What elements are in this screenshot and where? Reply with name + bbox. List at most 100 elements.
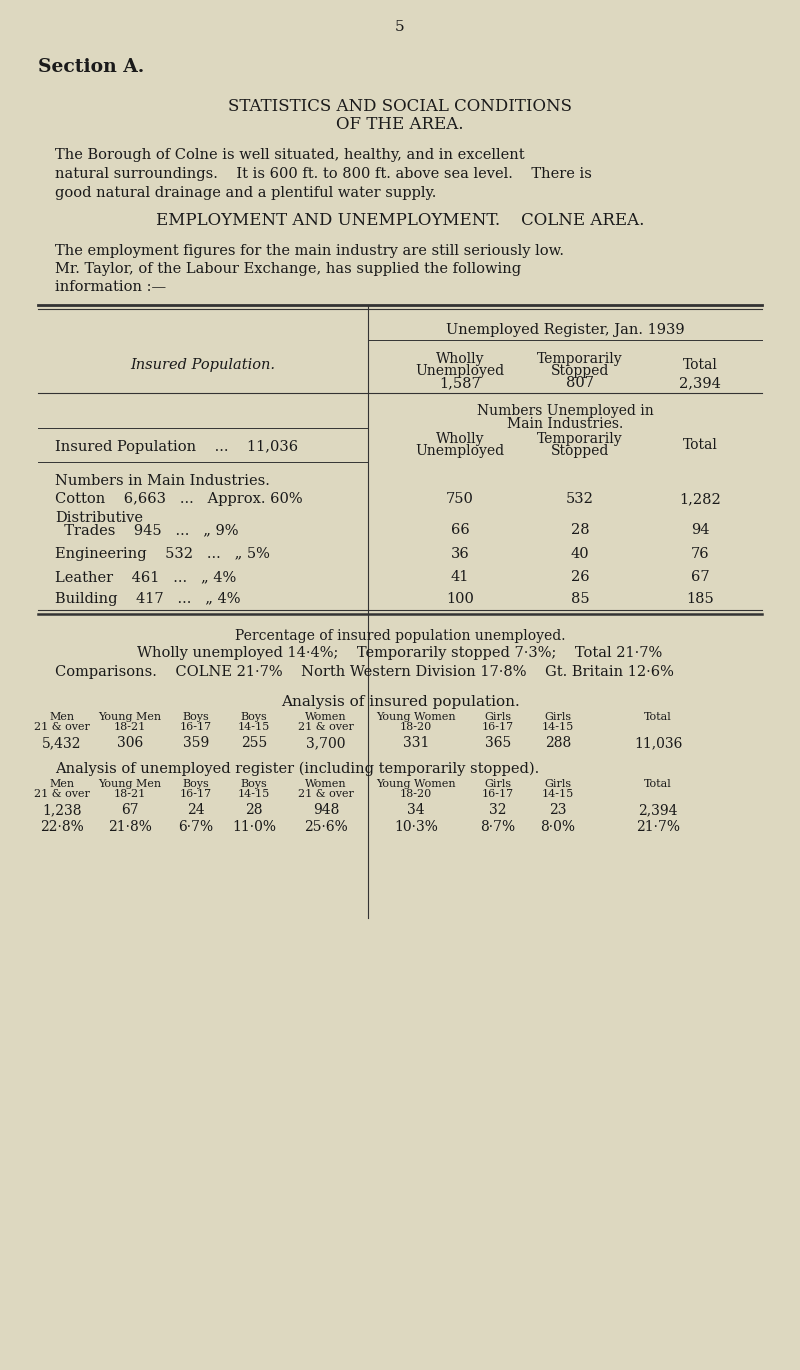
Text: Wholly unemployed 14·4%;    Temporarily stopped 7·3%;    Total 21·7%: Wholly unemployed 14·4%; Temporarily sto…: [138, 647, 662, 660]
Text: Stopped: Stopped: [551, 364, 609, 378]
Text: 14-15: 14-15: [542, 722, 574, 732]
Text: 807: 807: [566, 375, 594, 390]
Text: 22·8%: 22·8%: [40, 821, 84, 834]
Text: 16-17: 16-17: [180, 722, 212, 732]
Text: The employment figures for the main industry are still seriously low.: The employment figures for the main indu…: [55, 244, 564, 258]
Text: Section A.: Section A.: [38, 58, 144, 75]
Text: Young Men: Young Men: [98, 712, 162, 722]
Text: 18-21: 18-21: [114, 722, 146, 732]
Text: natural surroundings.    It is 600 ft. to 800 ft. above sea level.    There is: natural surroundings. It is 600 ft. to 8…: [55, 167, 592, 181]
Text: 1,587: 1,587: [439, 375, 481, 390]
Text: 21 & over: 21 & over: [298, 789, 354, 799]
Text: Girls: Girls: [545, 780, 571, 789]
Text: 41: 41: [451, 570, 469, 584]
Text: Young Women: Young Women: [376, 712, 456, 722]
Text: Unemployed: Unemployed: [415, 364, 505, 378]
Text: Unemployed: Unemployed: [415, 444, 505, 458]
Text: 10·3%: 10·3%: [394, 821, 438, 834]
Text: 76: 76: [690, 547, 710, 560]
Text: 28: 28: [246, 803, 262, 817]
Text: information :—: information :—: [55, 279, 166, 295]
Text: 21 & over: 21 & over: [34, 789, 90, 799]
Text: 18-20: 18-20: [400, 789, 432, 799]
Text: The Borough of Colne is well situated, healthy, and in excellent: The Borough of Colne is well situated, h…: [55, 148, 525, 162]
Text: Cotton    6,663   ...   Approx. 60%: Cotton 6,663 ... Approx. 60%: [55, 492, 302, 506]
Text: 67: 67: [121, 803, 139, 817]
Text: 94: 94: [690, 523, 710, 537]
Text: 5: 5: [395, 21, 405, 34]
Text: 16-17: 16-17: [482, 722, 514, 732]
Text: 16-17: 16-17: [180, 789, 212, 799]
Text: Total: Total: [644, 712, 672, 722]
Text: 14-15: 14-15: [238, 722, 270, 732]
Text: Trades    945   ...   „ 9%: Trades 945 ... „ 9%: [55, 523, 238, 537]
Text: 3,700: 3,700: [306, 736, 346, 749]
Text: Women: Women: [305, 712, 347, 722]
Text: good natural drainage and a plentiful water supply.: good natural drainage and a plentiful wa…: [55, 186, 436, 200]
Text: Distributive: Distributive: [55, 511, 143, 525]
Text: 8·7%: 8·7%: [481, 821, 515, 834]
Text: Temporarily: Temporarily: [537, 432, 623, 447]
Text: 32: 32: [490, 803, 506, 817]
Text: Boys: Boys: [182, 780, 210, 789]
Text: 365: 365: [485, 736, 511, 749]
Text: Young Women: Young Women: [376, 780, 456, 789]
Text: 6·7%: 6·7%: [178, 821, 214, 834]
Text: 21·7%: 21·7%: [636, 821, 680, 834]
Text: Wholly: Wholly: [436, 352, 484, 366]
Text: 36: 36: [450, 547, 470, 560]
Text: Unemployed Register, Jan. 1939: Unemployed Register, Jan. 1939: [446, 323, 684, 337]
Text: Leather    461   ...   „ 4%: Leather 461 ... „ 4%: [55, 570, 236, 584]
Text: Boys: Boys: [241, 780, 267, 789]
Text: Temporarily: Temporarily: [537, 352, 623, 366]
Text: Girls: Girls: [485, 712, 511, 722]
Text: 100: 100: [446, 592, 474, 606]
Text: Percentage of insured population unemployed.: Percentage of insured population unemplo…: [234, 629, 566, 643]
Text: 359: 359: [183, 736, 209, 749]
Text: 948: 948: [313, 803, 339, 817]
Text: Insured Population    ...    11,036: Insured Population ... 11,036: [55, 440, 298, 453]
Text: Comparisons.    COLNE 21·7%    North Western Division 17·8%    Gt. Britain 12·6%: Comparisons. COLNE 21·7% North Western D…: [55, 664, 674, 680]
Text: 67: 67: [690, 570, 710, 584]
Text: 25·6%: 25·6%: [304, 821, 348, 834]
Text: Wholly: Wholly: [436, 432, 484, 447]
Text: 2,394: 2,394: [679, 375, 721, 390]
Text: Women: Women: [305, 780, 347, 789]
Text: 16-17: 16-17: [482, 789, 514, 799]
Text: 23: 23: [550, 803, 566, 817]
Text: 28: 28: [570, 523, 590, 537]
Text: Men: Men: [50, 712, 74, 722]
Text: Young Men: Young Men: [98, 780, 162, 789]
Text: 532: 532: [566, 492, 594, 506]
Text: Analysis of insured population.: Analysis of insured population.: [281, 695, 519, 710]
Text: 21 & over: 21 & over: [34, 722, 90, 732]
Text: EMPLOYMENT AND UNEMPLOYMENT.    COLNE AREA.: EMPLOYMENT AND UNEMPLOYMENT. COLNE AREA.: [156, 212, 644, 229]
Text: 1,238: 1,238: [42, 803, 82, 817]
Text: Total: Total: [682, 358, 718, 373]
Text: 11,036: 11,036: [634, 736, 682, 749]
Text: 85: 85: [570, 592, 590, 606]
Text: Men: Men: [50, 780, 74, 789]
Text: Boys: Boys: [182, 712, 210, 722]
Text: 21 & over: 21 & over: [298, 722, 354, 732]
Text: 18-20: 18-20: [400, 722, 432, 732]
Text: 66: 66: [450, 523, 470, 537]
Text: 288: 288: [545, 736, 571, 749]
Text: 24: 24: [187, 803, 205, 817]
Text: 306: 306: [117, 736, 143, 749]
Text: Building    417   ...   „ 4%: Building 417 ... „ 4%: [55, 592, 241, 606]
Text: 2,394: 2,394: [638, 803, 678, 817]
Text: 11·0%: 11·0%: [232, 821, 276, 834]
Text: Main Industries.: Main Industries.: [507, 416, 623, 432]
Text: 14-15: 14-15: [238, 789, 270, 799]
Text: 750: 750: [446, 492, 474, 506]
Text: 34: 34: [407, 803, 425, 817]
Text: 5,432: 5,432: [42, 736, 82, 749]
Text: Mr. Taylor, of the Labour Exchange, has supplied the following: Mr. Taylor, of the Labour Exchange, has …: [55, 262, 521, 275]
Text: 331: 331: [403, 736, 429, 749]
Text: 8·0%: 8·0%: [541, 821, 575, 834]
Text: Numbers in Main Industries.: Numbers in Main Industries.: [55, 474, 270, 488]
Text: 1,282: 1,282: [679, 492, 721, 506]
Text: 185: 185: [686, 592, 714, 606]
Text: Numbers Unemployed in: Numbers Unemployed in: [477, 404, 654, 418]
